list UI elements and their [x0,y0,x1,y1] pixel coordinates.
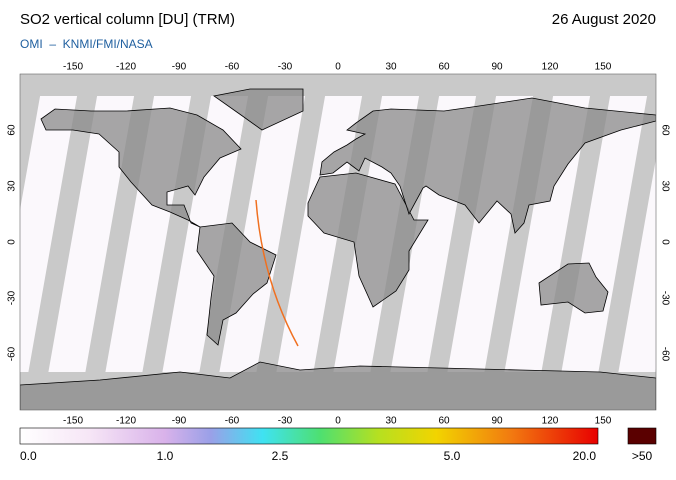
greenland [213,88,304,131]
lon-tick-label: -60 [225,62,240,73]
lat-tick-label: 60 [659,124,670,136]
lon-tick-label: 60 [438,62,450,73]
lon-tick-label: -90 [172,62,187,73]
antarctica [20,361,656,410]
africa [307,172,429,308]
colorbar-label: 1.0 [157,449,174,463]
map [20,74,656,410]
eurasia [319,97,656,234]
lon-tick-label: -120 [116,416,136,427]
north-america [40,107,242,228]
lon-tick-label: 90 [491,416,503,427]
lon-tick-label: 0 [335,416,341,427]
colorbar [19,427,599,445]
lon-tick-label: 0 [335,62,341,73]
lon-tick-label: 150 [595,416,612,427]
colorbar-label: 5.0 [444,449,461,463]
lon-tick-label: 120 [542,62,559,73]
lon-tick-label: -30 [278,62,293,73]
lon-tick-label: 30 [385,416,397,427]
lat-tick-label: -30 [7,290,18,305]
lon-tick-label: 90 [491,62,503,73]
lon-tick-label: 60 [438,416,450,427]
lat-tick-label: 0 [7,239,18,245]
so2-trace [255,199,299,347]
lat-tick-label: 30 [7,180,18,192]
colorbar-label: 2.5 [272,449,289,463]
date: 26 August 2020 [552,11,656,28]
lat-tick-label: -60 [7,346,18,361]
lon-tick-label: -150 [63,62,83,73]
lon-tick-label: -150 [63,416,83,427]
lat-tick-label: -30 [659,291,670,306]
credit: OMI – KNMI/FMI/NASA [20,37,153,51]
lat-tick-label: 30 [659,180,670,192]
lon-tick-label: 150 [595,62,612,73]
lon-tick-label: -90 [172,416,187,427]
lon-tick-label: -30 [278,416,293,427]
lon-tick-label: 30 [385,62,397,73]
colorbar-label: 0.0 [20,449,37,463]
south-america [196,222,277,346]
lat-tick-label: 0 [659,239,670,245]
colorbar-label: 20.0 [573,449,597,463]
title: SO2 vertical column [DU] (TRM) [20,11,235,28]
map-frame [19,73,657,411]
australia [538,262,609,314]
lat-tick-label: 60 [7,124,18,136]
colorbar-overflow-label: >50 [632,449,653,463]
lon-tick-label: -60 [225,416,240,427]
lon-tick-label: 120 [542,416,559,427]
colorbar-overflow [627,427,657,445]
lat-tick-label: -60 [659,347,670,362]
lon-tick-label: -120 [116,62,136,73]
